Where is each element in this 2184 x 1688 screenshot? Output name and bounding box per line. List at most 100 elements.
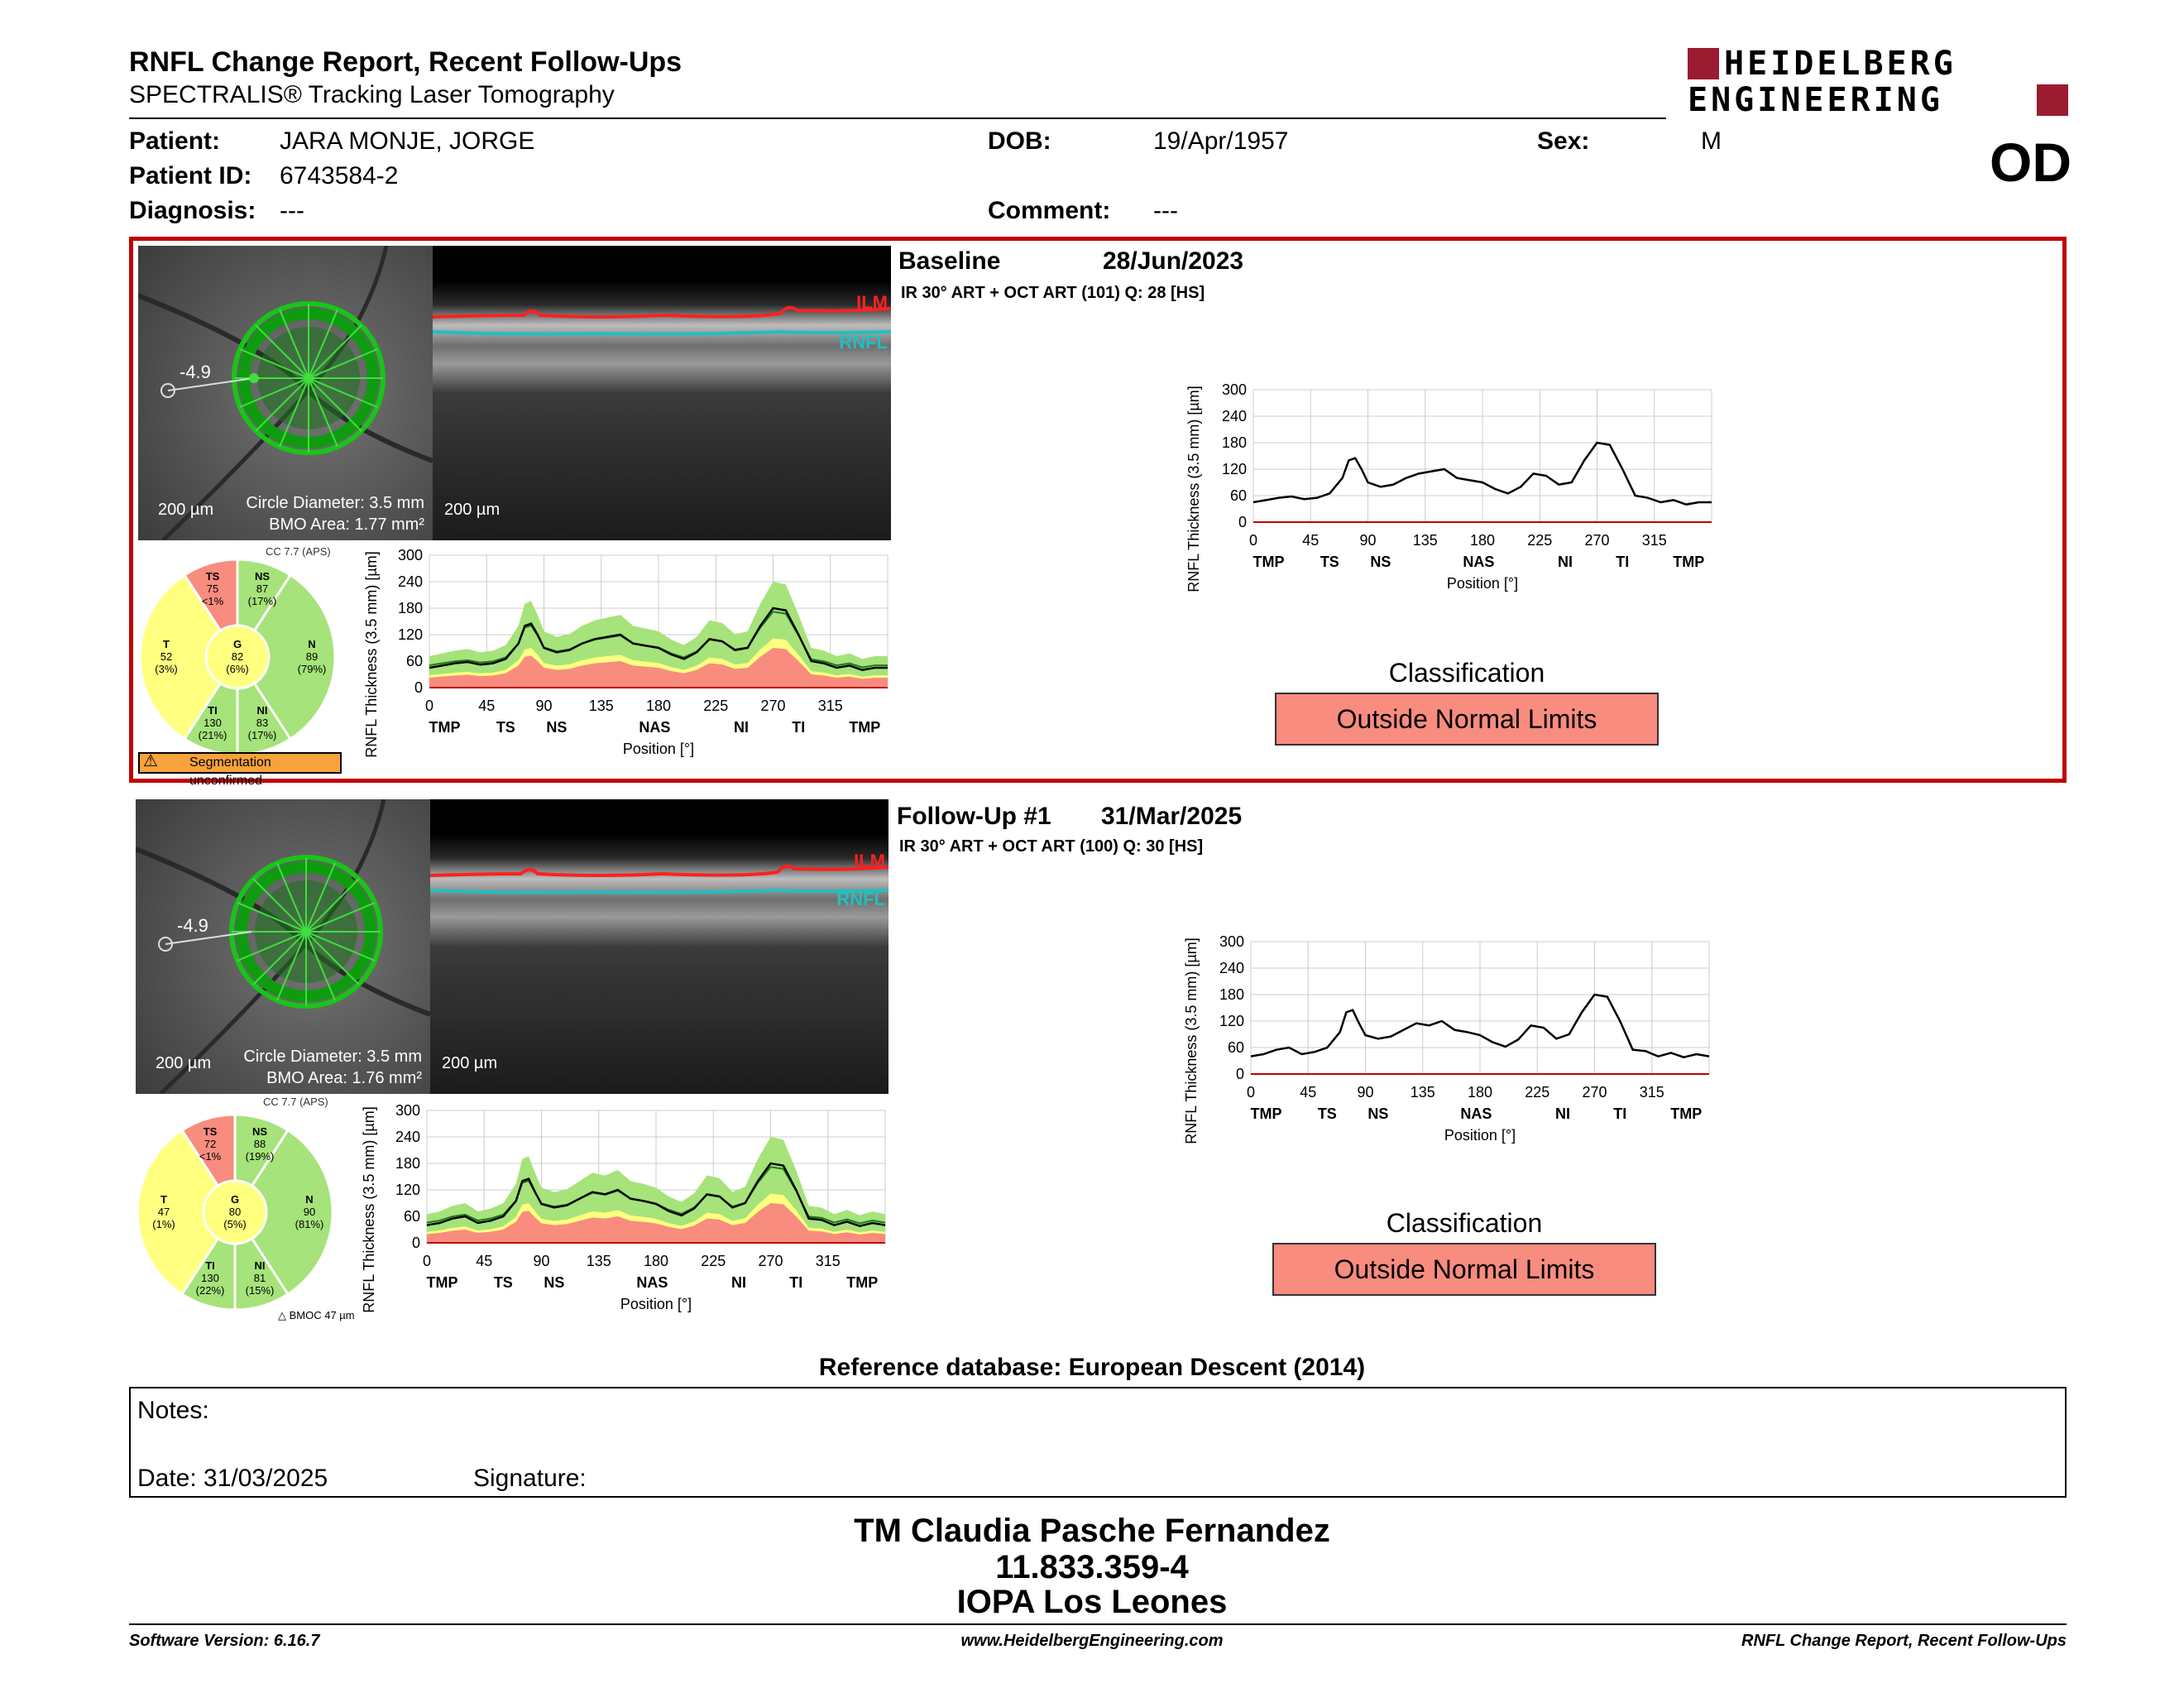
ni-pct: (17%) bbox=[247, 729, 277, 741]
x-tick-label: 45 bbox=[1302, 532, 1319, 549]
n-label: N bbox=[305, 1193, 314, 1206]
y-tick-label: 300 bbox=[395, 1102, 420, 1119]
y-axis-label: RNFL Thickness (3.5 mm) [µm] bbox=[363, 551, 380, 757]
x-tick-label: 225 bbox=[1525, 1084, 1549, 1101]
y-tick-label: 120 bbox=[398, 626, 423, 643]
y-axis-label: RNFL Thickness (3.5 mm) [µm] bbox=[1185, 386, 1202, 592]
ts-value: 75 bbox=[206, 583, 219, 595]
y-tick-label: 120 bbox=[395, 1182, 420, 1198]
thickness-chart-followup: 0 60 120 180 240 300 0 45 90 135 180 225 270 315 TMP TS… bbox=[1183, 933, 1710, 1144]
ti-pct: (22%) bbox=[195, 1284, 225, 1297]
x-axis-label: Position [°] bbox=[623, 741, 694, 757]
oct-scale: 200 µm bbox=[444, 501, 500, 519]
exam-name: Follow-Up #1 bbox=[897, 803, 1051, 830]
patient-label: Patient: bbox=[129, 127, 221, 155]
x-tick-label: 90 bbox=[1359, 532, 1376, 549]
sector-chart bbox=[138, 558, 337, 756]
exam-date: 28/Jun/2023 bbox=[1103, 247, 1244, 275]
t-label: T bbox=[160, 1193, 167, 1206]
x-tick-label: 135 bbox=[589, 698, 614, 714]
oct-overlay bbox=[430, 864, 888, 894]
fundus-overlay bbox=[138, 246, 433, 540]
fundus-scale: 200 µm bbox=[158, 501, 214, 519]
rnfl-label: RNFL bbox=[836, 889, 885, 909]
y-tick-label: 240 bbox=[398, 573, 423, 590]
sector-t bbox=[136, 1128, 237, 1297]
sector-axis-label: NI bbox=[731, 1274, 746, 1291]
circle-diameter: Circle Diameter: 3.5 mm bbox=[243, 1048, 422, 1066]
ti-value: 130 bbox=[201, 1272, 219, 1284]
ti-label: TI bbox=[208, 704, 218, 717]
sector-chart bbox=[136, 1113, 334, 1312]
x-tick-label: 270 bbox=[1582, 1084, 1607, 1101]
n-pct: (79%) bbox=[297, 663, 327, 675]
x-tick-label: 180 bbox=[644, 1253, 668, 1269]
sector-axis-label: NAS bbox=[636, 1274, 668, 1291]
y-tick-label: 0 bbox=[414, 679, 423, 696]
g-label: G bbox=[230, 1193, 240, 1206]
ns-pct: (17%) bbox=[247, 595, 277, 607]
y-tick-label: 60 bbox=[1228, 1039, 1244, 1056]
fundus-image: -4.9 200 µm Circle Diameter: 3.5 mm BMO … bbox=[138, 246, 433, 540]
x-tick-label: 90 bbox=[1357, 1084, 1373, 1101]
ilm-label: ILM bbox=[856, 292, 888, 313]
sector-axis-label: TMP bbox=[1252, 554, 1284, 570]
cc-label: CC 7.7 (APS) bbox=[266, 545, 331, 558]
x-tick-label: 45 bbox=[478, 698, 495, 714]
segmentation-warning: ⚠ Segmentation unconfirmed bbox=[138, 752, 342, 788]
ns-value: 87 bbox=[256, 583, 269, 595]
x-tick-label: 0 bbox=[1249, 532, 1257, 549]
x-tick-label: 135 bbox=[1413, 532, 1438, 549]
y-tick-label: 180 bbox=[398, 600, 423, 616]
sector-axis-label: NS bbox=[1367, 1105, 1388, 1122]
baseline-panel: -4.9 200 µm Circle Diameter: 3.5 mm BMO … bbox=[129, 237, 2067, 788]
bmoc-value: BMOC 47 µm bbox=[289, 1309, 355, 1321]
eye-indicator: OD bbox=[1990, 132, 2071, 193]
followup-panel: -4.9 200 µm Circle Diameter: 3.5 mm BMO … bbox=[129, 794, 2067, 1340]
ts-value: 72 bbox=[204, 1138, 217, 1150]
sector-axis-label: TMP bbox=[846, 1274, 878, 1291]
g-pct: (6%) bbox=[226, 663, 249, 675]
y-tick-label: 180 bbox=[1222, 434, 1247, 451]
oct-bscan: ILM RNFL 200 µm bbox=[433, 246, 891, 540]
y-tick-label: 240 bbox=[1219, 960, 1244, 976]
classification-result: Outside Normal Limits bbox=[1272, 1243, 1656, 1296]
fundus-image: -4.9 200 µm Circle Diameter: 3.5 mm BMO … bbox=[136, 799, 430, 1094]
x-axis-label: Position [°] bbox=[1444, 1127, 1516, 1144]
rnfl-label: RNFL bbox=[839, 332, 888, 352]
x-tick-label: 180 bbox=[1468, 1084, 1492, 1101]
sector-g bbox=[204, 624, 271, 690]
g-label: G bbox=[232, 638, 242, 650]
exam-name: Baseline bbox=[898, 247, 1001, 275]
sector-values: TS 75 <1% NS 87 (17%) T 52 (3%) G 82 (6%) N 89 (79… bbox=[138, 545, 362, 769]
bmo-area: BMO Area: 1.77 mm² bbox=[269, 516, 424, 534]
scan-info: IR 30° ART + OCT ART (100) Q: 30 [HS] bbox=[899, 837, 1204, 856]
oct-overlay bbox=[433, 305, 891, 336]
ns-label: NS bbox=[254, 570, 271, 583]
notes-label: Notes: bbox=[137, 1397, 209, 1424]
y-axis-label: RNFL Thickness (3.5 mm) [µm] bbox=[361, 1106, 377, 1312]
signature-label: Signature: bbox=[473, 1465, 587, 1492]
y-tick-label: 60 bbox=[406, 653, 423, 669]
sector-axis-label: TMP bbox=[849, 719, 880, 736]
x-axis-label: Position [°] bbox=[620, 1296, 692, 1312]
ti-label: TI bbox=[205, 1259, 215, 1272]
classification-title: Classification bbox=[1386, 1208, 1543, 1238]
sector-axis-label: TS bbox=[1318, 1105, 1337, 1122]
sector-axis-label: TMP bbox=[1673, 554, 1704, 570]
x-tick-label: 315 bbox=[816, 1253, 841, 1269]
sector-axis-label: NS bbox=[544, 1274, 564, 1291]
sector-axis-label: TMP bbox=[429, 719, 460, 736]
g-value: 80 bbox=[228, 1206, 242, 1218]
y-tick-label: 240 bbox=[1222, 408, 1247, 424]
sector-axis-label: TMP bbox=[1670, 1105, 1702, 1122]
normative-chart-baseline: 0 60 120 180 240 300 0 45 90 135 180 225 270 315 TMP TS… bbox=[363, 547, 888, 758]
y-tick-label: 300 bbox=[1222, 381, 1247, 398]
sector-axis-label: NS bbox=[1370, 554, 1391, 570]
y-tick-label: 240 bbox=[395, 1129, 420, 1145]
outside-band bbox=[427, 1203, 885, 1243]
oct-scale: 200 µm bbox=[442, 1054, 498, 1072]
ni-label: NI bbox=[256, 704, 268, 717]
y-tick-label: 300 bbox=[398, 547, 423, 563]
fundus-overlay bbox=[136, 799, 430, 1094]
